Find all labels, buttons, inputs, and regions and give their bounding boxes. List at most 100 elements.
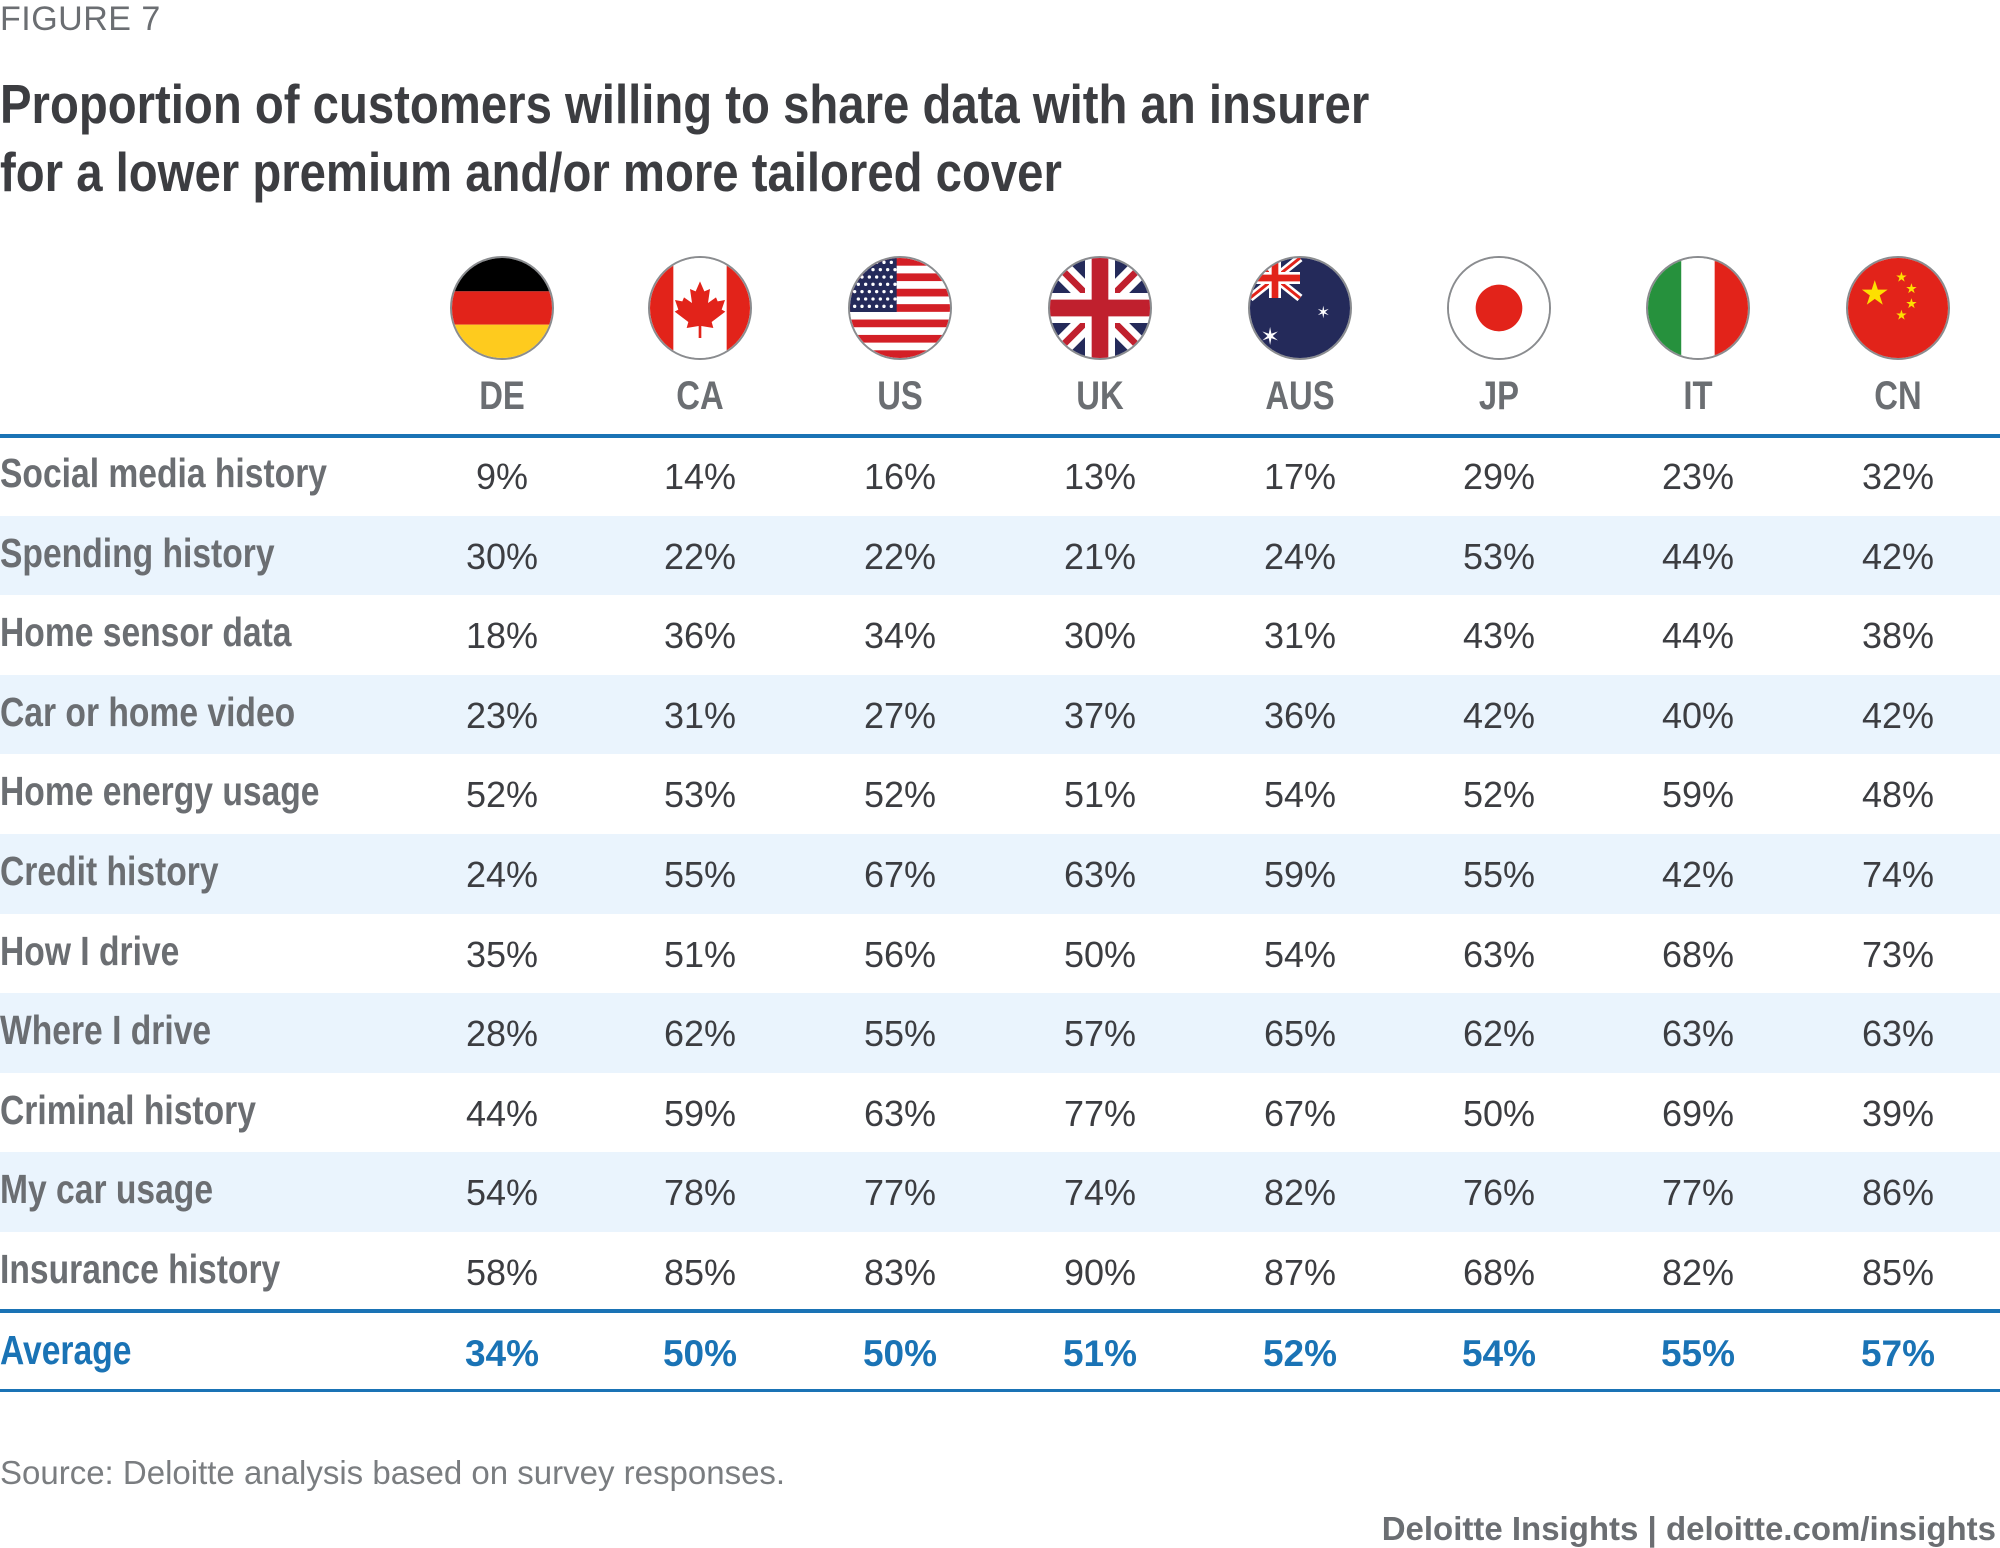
cell-cn: 32% — [1861, 456, 1935, 497]
cell-it: 63% — [1661, 1013, 1735, 1055]
canada-flag-icon — [648, 256, 752, 360]
average-cell-ca: 50% — [662, 1333, 738, 1374]
cell-aus: 82% — [1263, 1172, 1337, 1214]
cell-us: 55% — [863, 1013, 937, 1055]
table-row: Spending history 30% 22% 22% 21% 24% 53% 44% 42% — [0, 515, 2000, 596]
svg-text:★: ★ — [1905, 281, 1917, 296]
cell-ca: 14% — [663, 456, 737, 497]
table-row: Credit history 24% 55% 67% 63% 59% 55% 42% 74% — [0, 834, 2000, 914]
cell-it: 82% — [1661, 1252, 1735, 1293]
cell-de: 54% — [465, 1172, 539, 1214]
cell-de: 24% — [465, 854, 539, 895]
cell-ca: 85% — [663, 1252, 737, 1293]
cell-cn: 42% — [1861, 535, 1935, 577]
cell-us: 83% — [863, 1252, 937, 1293]
cell-cn: 63% — [1861, 1013, 1935, 1055]
row-label: How I drive — [0, 927, 180, 974]
australia-flag-icon: ✶ ✶ — [1248, 256, 1352, 360]
cell-uk: 50% — [1063, 933, 1137, 975]
svg-text:★: ★ — [1860, 276, 1890, 313]
cell-jp: 53% — [1462, 535, 1536, 577]
table-row: How I drive 35% 51% 56% 50% 54% 63% 68% 73% — [0, 914, 2000, 994]
italy-flag-icon — [1646, 256, 1750, 360]
cell-it: 23% — [1661, 456, 1735, 497]
average-row-content: Average 34% 50% 50% 51% 52% 54% 55% 57% — [0, 1313, 2000, 1393]
cell-uk: 13% — [1063, 456, 1137, 497]
cell-de: 18% — [465, 615, 539, 657]
cell-us: 27% — [863, 694, 937, 736]
japan-flag-icon — [1447, 256, 1551, 360]
cell-us: 56% — [863, 933, 937, 975]
svg-text:★: ★ — [1895, 269, 1907, 284]
row-label: Credit history — [0, 848, 219, 894]
table-row: Insurance history 58% 85% 83% 90% 87% 68% 82% 85… — [0, 1232, 2000, 1312]
table-row: My car usage 54% 78% 77% 74% 82% 76% 77% 86% — [0, 1152, 2000, 1232]
column-header-it: IT — [1683, 374, 1713, 418]
cell-jp: 63% — [1462, 933, 1536, 975]
row-label: Where I drive — [0, 1007, 212, 1054]
cell-aus: 87% — [1263, 1252, 1337, 1293]
cell-jp: 52% — [1462, 774, 1536, 816]
cell-ca: 31% — [663, 694, 737, 736]
average-bottom-rule — [0, 1389, 2000, 1392]
cell-de: 58% — [465, 1252, 539, 1293]
cell-jp: 76% — [1462, 1172, 1536, 1214]
table-row: Home energy usage 52% 53% 52% 51% 54% 52% 59% 48… — [0, 754, 2000, 834]
average-cell-it: 55% — [1660, 1333, 1736, 1374]
title-line-1: Proportion of customers willing to share… — [0, 73, 1370, 135]
cell-de: 35% — [465, 933, 539, 975]
cell-cn: 86% — [1861, 1172, 1935, 1214]
cell-aus: 65% — [1263, 1013, 1337, 1055]
source-note: Source: Deloitte analysis based on surve… — [0, 1454, 786, 1491]
china-flag-icon: ★ ★ ★ ★ ★ — [1846, 256, 1950, 360]
title-line-2: for a lower premium and/or more tailored… — [0, 141, 1062, 203]
cell-de: 30% — [465, 535, 539, 577]
average-cell-aus: 52% — [1262, 1333, 1338, 1374]
cell-it: 59% — [1661, 774, 1735, 816]
svg-text:✶: ✶ — [1316, 303, 1330, 322]
average-cell-de: 34% — [464, 1333, 540, 1374]
cell-ca: 59% — [663, 1092, 737, 1134]
row-label: Criminal history — [0, 1086, 256, 1133]
cell-uk: 63% — [1063, 854, 1137, 895]
cell-cn: 39% — [1861, 1092, 1935, 1134]
table-row: Where I drive 28% 62% 55% 57% 65% 62% 63% 63% — [0, 993, 2000, 1073]
average-cell-jp: 54% — [1461, 1333, 1537, 1374]
table-row: Social media history 9% 14% 16% 13% 17% 29% 23%… — [0, 436, 2000, 516]
cell-ca: 62% — [663, 1013, 737, 1055]
cell-cn: 42% — [1861, 694, 1935, 736]
figure-label: FIGURE 7 — [0, 0, 161, 38]
footer-credit: Deloitte Insights | deloitte.com/insight… — [1381, 1510, 1996, 1547]
cell-de: 44% — [465, 1092, 539, 1134]
average-cell-us: 50% — [862, 1333, 938, 1374]
cell-uk: 21% — [1063, 535, 1137, 577]
cell-us: 77% — [863, 1172, 937, 1214]
cell-jp: 55% — [1462, 854, 1536, 895]
cell-aus: 36% — [1263, 694, 1337, 736]
row-label: Home energy usage — [0, 768, 320, 815]
cell-uk: 74% — [1063, 1172, 1137, 1214]
cell-ca: 55% — [663, 854, 737, 895]
cell-jp: 62% — [1462, 1013, 1536, 1055]
svg-text:★: ★ — [1895, 308, 1907, 323]
cell-ca: 22% — [663, 535, 737, 577]
cell-jp: 68% — [1462, 1252, 1536, 1293]
cell-de: 52% — [465, 774, 539, 816]
row-label: My car usage — [0, 1166, 214, 1213]
cell-ca: 51% — [663, 933, 737, 975]
germany-flag-icon — [450, 256, 554, 360]
column-header-aus: AUS — [1265, 374, 1335, 418]
cell-it: 42% — [1661, 854, 1735, 895]
cell-aus: 54% — [1263, 774, 1337, 816]
chart-title: Proportion of customers willing to share… — [0, 70, 1462, 206]
cell-it: 77% — [1661, 1172, 1735, 1214]
cell-uk: 37% — [1063, 694, 1137, 736]
cell-cn: 38% — [1861, 615, 1935, 657]
cell-us: 52% — [863, 774, 937, 816]
uk-flag-icon — [1048, 256, 1152, 360]
column-header-cn: CN — [1874, 374, 1922, 418]
cell-uk: 51% — [1063, 774, 1137, 816]
cell-aus: 24% — [1263, 535, 1337, 577]
table-row: Home sensor data 18% 36% 34% 30% 31% 43% 44% 38% — [0, 595, 2000, 675]
cell-it: 44% — [1661, 535, 1735, 577]
